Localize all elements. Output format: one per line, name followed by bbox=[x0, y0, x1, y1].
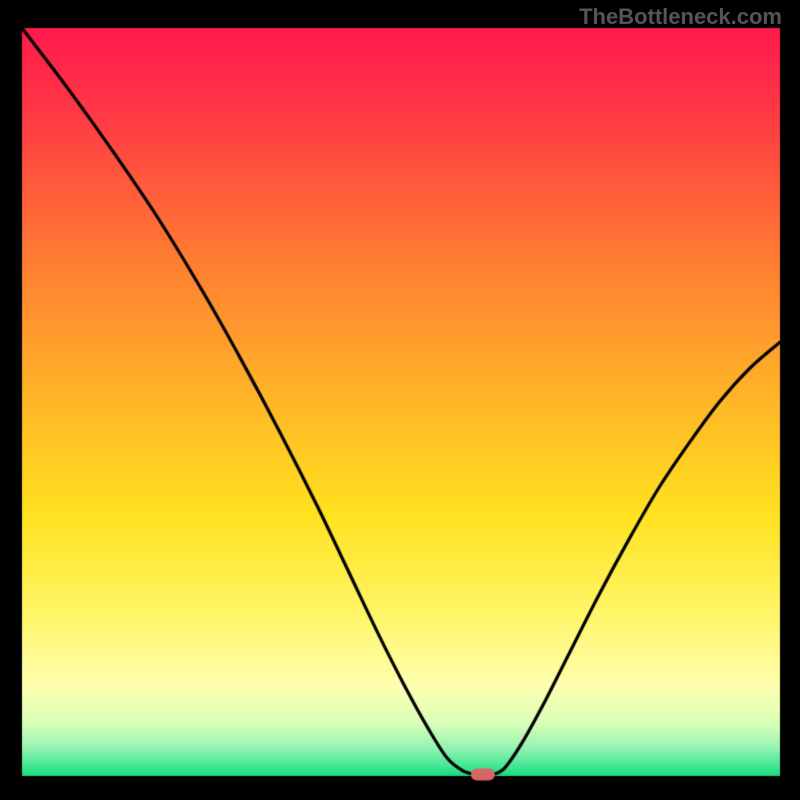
root: TheBottleneck.com bbox=[0, 0, 800, 800]
bottleneck-chart bbox=[0, 0, 800, 800]
watermark-text: TheBottleneck.com bbox=[579, 4, 782, 30]
